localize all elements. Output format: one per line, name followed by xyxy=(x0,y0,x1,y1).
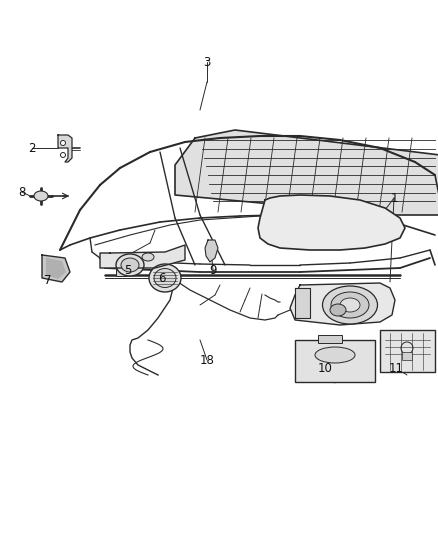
Bar xyxy=(116,254,126,276)
Bar xyxy=(295,340,375,382)
Bar xyxy=(318,335,342,343)
Ellipse shape xyxy=(60,152,66,157)
Polygon shape xyxy=(295,288,310,318)
Ellipse shape xyxy=(121,258,139,272)
Text: 1: 1 xyxy=(390,191,398,205)
Ellipse shape xyxy=(142,253,154,261)
Text: 6: 6 xyxy=(158,271,166,285)
Ellipse shape xyxy=(322,286,378,324)
Bar xyxy=(380,330,435,372)
Ellipse shape xyxy=(340,298,360,312)
Ellipse shape xyxy=(331,292,369,318)
Polygon shape xyxy=(100,245,185,268)
Text: 3: 3 xyxy=(203,55,211,69)
Ellipse shape xyxy=(116,254,144,276)
Ellipse shape xyxy=(154,269,176,287)
Ellipse shape xyxy=(60,141,66,146)
Ellipse shape xyxy=(330,304,346,316)
Text: 18: 18 xyxy=(200,353,215,367)
Text: 2: 2 xyxy=(28,141,36,155)
Polygon shape xyxy=(290,283,395,325)
Text: 8: 8 xyxy=(18,185,26,198)
Polygon shape xyxy=(42,255,70,282)
Text: 11: 11 xyxy=(389,361,403,375)
Bar xyxy=(402,352,412,360)
Polygon shape xyxy=(46,258,66,279)
Polygon shape xyxy=(205,240,218,262)
Text: 7: 7 xyxy=(44,273,52,287)
Ellipse shape xyxy=(34,191,48,201)
Polygon shape xyxy=(258,195,405,250)
Text: 9: 9 xyxy=(209,263,217,277)
Polygon shape xyxy=(175,130,438,215)
Ellipse shape xyxy=(149,264,181,292)
Ellipse shape xyxy=(315,347,355,363)
Text: 10: 10 xyxy=(318,361,332,375)
Polygon shape xyxy=(58,135,72,162)
Text: 5: 5 xyxy=(124,263,132,277)
